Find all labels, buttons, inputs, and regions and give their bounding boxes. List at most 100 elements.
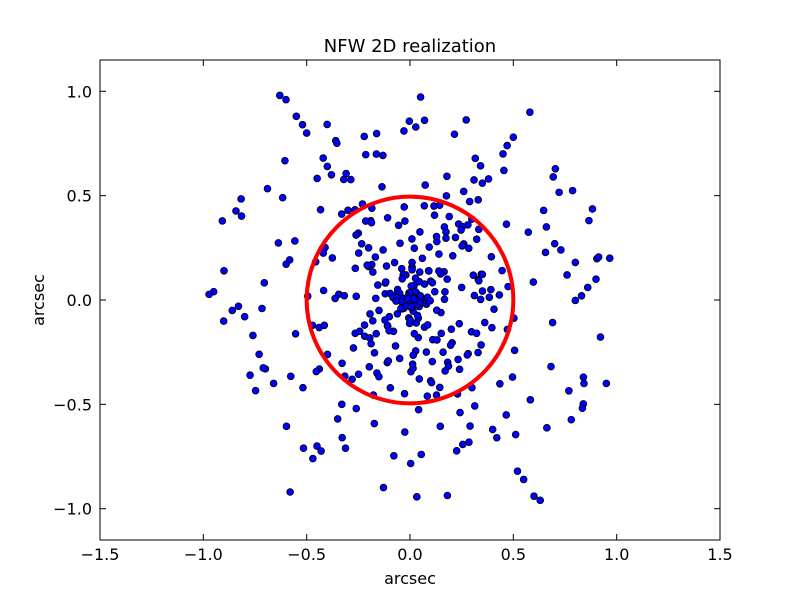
x-tick-label: 0.5 xyxy=(501,545,526,564)
scatter-point xyxy=(455,319,464,328)
scatter-point xyxy=(450,130,459,139)
scatter-point xyxy=(485,293,494,302)
scatter-point xyxy=(490,305,498,313)
scatter-point xyxy=(282,422,291,431)
scatter-point xyxy=(435,267,443,275)
scatter-point xyxy=(237,195,245,203)
scatter-point xyxy=(508,373,517,381)
scatter-point xyxy=(354,370,363,379)
scatter-point xyxy=(478,270,487,279)
scatter-point xyxy=(340,291,349,300)
scatter-point xyxy=(408,265,416,274)
scatter-point xyxy=(370,349,379,357)
y-tick-label: −0.5 xyxy=(53,395,92,414)
scatter-point xyxy=(452,447,461,455)
scatter-point xyxy=(421,181,430,189)
scatter-point xyxy=(367,218,376,227)
scatter-point xyxy=(502,411,511,419)
scatter-point xyxy=(465,197,474,206)
scatter-point xyxy=(232,207,240,215)
scatter-point xyxy=(457,226,465,234)
scatter-point xyxy=(410,244,419,252)
scatter-point xyxy=(418,254,427,263)
scatter-point xyxy=(487,285,495,294)
scatter-point xyxy=(246,371,254,380)
x-tick-label: −1.0 xyxy=(184,545,223,564)
scatter-point xyxy=(437,329,446,338)
scatter-point xyxy=(448,252,457,260)
scatter-point xyxy=(282,260,290,268)
scatter-point xyxy=(414,405,423,414)
scatter-point xyxy=(536,496,544,505)
scatter-point xyxy=(379,151,387,160)
scatter-point xyxy=(420,116,429,125)
scatter-point xyxy=(447,325,456,334)
scatter-point xyxy=(488,425,497,434)
scatter-point xyxy=(442,234,450,242)
scatter-point xyxy=(398,275,407,283)
scatter-point xyxy=(567,415,576,424)
scatter-point xyxy=(347,175,355,184)
scatter-point xyxy=(432,232,441,241)
scatter-point xyxy=(385,326,393,335)
scatter-point xyxy=(331,294,339,303)
scatter-point xyxy=(457,283,466,292)
scatter-point xyxy=(386,384,395,392)
scatter-point xyxy=(602,379,611,388)
scatter-point xyxy=(592,275,600,283)
scatter-point xyxy=(320,321,329,330)
scatter-point xyxy=(407,282,416,290)
scatter-point xyxy=(577,292,586,300)
scatter-point xyxy=(496,379,504,388)
scatter-point xyxy=(423,392,432,400)
scatter-point xyxy=(459,187,468,196)
scatter-point xyxy=(237,212,246,220)
scatter-point xyxy=(393,310,402,318)
x-tick-label: −1.5 xyxy=(81,545,120,564)
scatter-point xyxy=(410,329,419,338)
scatter-point xyxy=(323,162,332,171)
scatter-point xyxy=(502,220,511,228)
scatter-point xyxy=(480,318,489,327)
scatter-point xyxy=(478,287,487,295)
scatter-point xyxy=(291,237,299,245)
scatter-point xyxy=(415,375,424,383)
scatter-point xyxy=(462,116,471,124)
scatter-point xyxy=(395,354,404,363)
scatter-point xyxy=(470,291,479,300)
scatter-point xyxy=(428,278,437,287)
scatter-point xyxy=(354,249,363,257)
scatter-point xyxy=(360,132,369,141)
scatter-point xyxy=(205,290,213,299)
scatter-point xyxy=(400,127,408,135)
scatter-point xyxy=(442,192,451,200)
scatter-point xyxy=(390,451,398,460)
scatter-point xyxy=(313,174,321,183)
scatter-point xyxy=(341,444,350,452)
scatter-point xyxy=(551,165,560,173)
scatter-point xyxy=(408,360,417,369)
scatter-point xyxy=(391,342,400,350)
scatter-point xyxy=(405,117,414,125)
scatter-point xyxy=(488,323,496,332)
scatter-point xyxy=(454,355,462,364)
scatter-point xyxy=(430,211,439,220)
scatter-point xyxy=(420,201,429,210)
scatter-point xyxy=(372,129,381,138)
scatter-point xyxy=(406,459,415,468)
scatter-point xyxy=(455,365,464,374)
scatter-point xyxy=(443,275,452,283)
x-axis-label: arcsec xyxy=(384,569,436,588)
chart-title: NFW 2D realization xyxy=(324,36,496,57)
scatter-point xyxy=(444,362,453,370)
scatter-point xyxy=(474,196,483,204)
scatter-point xyxy=(530,492,538,500)
scatter-point xyxy=(440,223,449,231)
scatter-point xyxy=(541,248,550,257)
scatter-point xyxy=(409,295,418,303)
scatter-point xyxy=(579,373,588,381)
scatter-point xyxy=(392,297,400,305)
scatter-point xyxy=(446,341,455,349)
scatter-point xyxy=(470,176,478,184)
